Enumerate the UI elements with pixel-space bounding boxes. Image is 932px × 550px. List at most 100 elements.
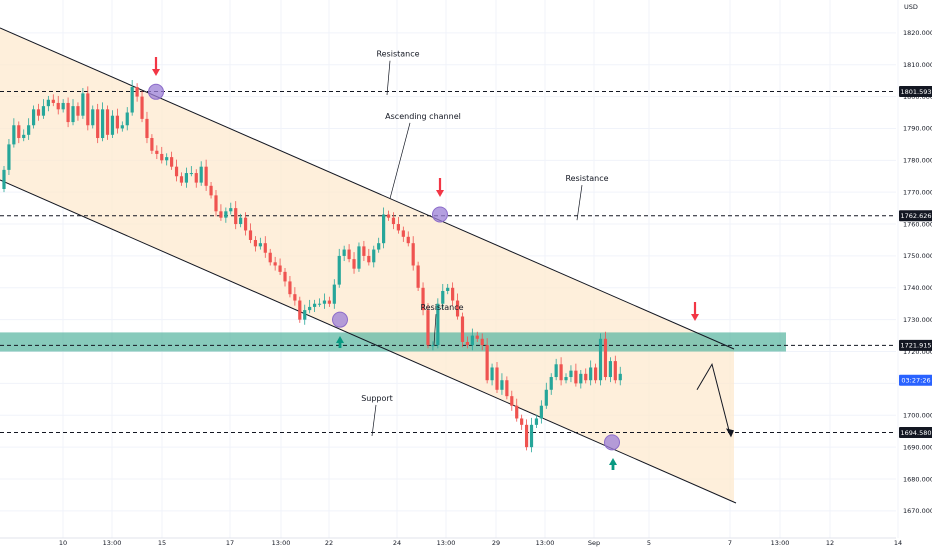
y-tick-label: 1820.000 [903, 29, 932, 37]
candle [613, 355, 617, 384]
candle [520, 414, 524, 430]
candle [184, 167, 189, 188]
x-tick-label: 14 [894, 539, 902, 547]
candle [544, 382, 548, 409]
x-tick-label: Sep [588, 539, 600, 547]
candle [441, 283, 445, 309]
candle [71, 99, 75, 126]
candle [475, 331, 479, 342]
candle [81, 87, 85, 119]
candle [239, 213, 243, 228]
candle [105, 105, 110, 140]
y-tick-label: 1750.000 [903, 252, 932, 260]
candle [194, 169, 198, 188]
candle [347, 244, 351, 263]
svg-text:1801.593: 1801.593 [900, 88, 931, 96]
candle [135, 83, 139, 102]
svg-text:1762.626: 1762.626 [900, 212, 931, 220]
candle [396, 217, 400, 234]
candle [298, 296, 302, 323]
candle [174, 159, 179, 182]
candle [524, 419, 529, 451]
x-tick-label: 29 [492, 539, 500, 547]
candle [2, 166, 6, 193]
candle [539, 400, 543, 424]
y-tick-label: 1780.000 [903, 157, 932, 165]
candle [214, 189, 218, 217]
candle [101, 102, 105, 142]
candle [263, 236, 267, 258]
candle [199, 161, 203, 186]
candle [391, 212, 396, 230]
candle [283, 268, 287, 287]
annotation-label: Resistance [565, 174, 608, 183]
x-tick-label: 13:00 [536, 539, 555, 547]
candle [485, 338, 489, 384]
y-tick-label: 1740.000 [903, 284, 932, 292]
projection-path [696, 362, 734, 438]
x-tick-label: 13:00 [103, 539, 122, 547]
candle [470, 328, 474, 351]
candle [51, 94, 55, 107]
down-arrow-icon [152, 57, 160, 76]
channel-upper-line[interactable] [0, 27, 735, 350]
candle [603, 331, 608, 381]
y-tick-label: 1790.000 [903, 125, 932, 133]
up-arrow-icon [336, 336, 344, 348]
candle [12, 118, 16, 148]
candle [426, 303, 430, 349]
candle [56, 95, 60, 115]
x-tick-label: 12 [826, 539, 834, 547]
annotation-label: Ascending channel [385, 112, 461, 121]
candle [367, 248, 371, 266]
annotations: Resistance Ascending channel Resistance Res… [361, 50, 609, 437]
candle [66, 97, 70, 128]
candle [455, 293, 460, 320]
candle [288, 276, 292, 298]
candle [401, 226, 405, 242]
candle [411, 236, 415, 271]
candle [293, 287, 297, 306]
candle [278, 258, 282, 276]
y-tick-label: 1670.000 [903, 507, 932, 515]
x-tick-label: 15 [158, 539, 166, 547]
candle [31, 105, 36, 129]
candle [534, 414, 539, 429]
candle [490, 363, 494, 386]
candle [382, 207, 386, 249]
candle [436, 298, 440, 349]
candle [372, 245, 376, 268]
candle [27, 118, 31, 140]
candle [22, 129, 26, 142]
y-axis[interactable]: USD1820.0001810.0001800.0001790.0001780.… [899, 3, 932, 515]
candle [204, 159, 208, 191]
resistance-zone [0, 332, 786, 352]
candle [342, 245, 346, 262]
y-tick-label: 1770.000 [903, 188, 932, 196]
candle [480, 333, 484, 351]
svg-text:1694.580: 1694.580 [900, 429, 931, 437]
x-tick-label: 13:00 [437, 539, 456, 547]
candle [569, 365, 573, 383]
price-badge: 1694.580 [899, 427, 932, 439]
candle [179, 172, 184, 186]
candle [608, 357, 612, 383]
annotation-label: Support [361, 394, 393, 403]
y-tick-label: 1690.000 [903, 443, 932, 451]
candle [17, 121, 21, 144]
candle [386, 210, 391, 221]
candle [460, 312, 465, 348]
currency-label: USD [904, 3, 918, 11]
candle [332, 279, 336, 309]
x-axis[interactable]: 10 13:00 15 17 13:00 22 24 13:00 29 13:00 Sep 5 7 13:… [0, 537, 902, 547]
candle [618, 366, 622, 386]
candle [594, 363, 598, 384]
candle [243, 212, 248, 236]
touch-marker [332, 311, 348, 328]
candle [559, 357, 563, 386]
candle [529, 417, 534, 453]
candle [258, 237, 262, 250]
y-tick-label: 1680.000 [903, 475, 932, 483]
candle [589, 360, 593, 386]
